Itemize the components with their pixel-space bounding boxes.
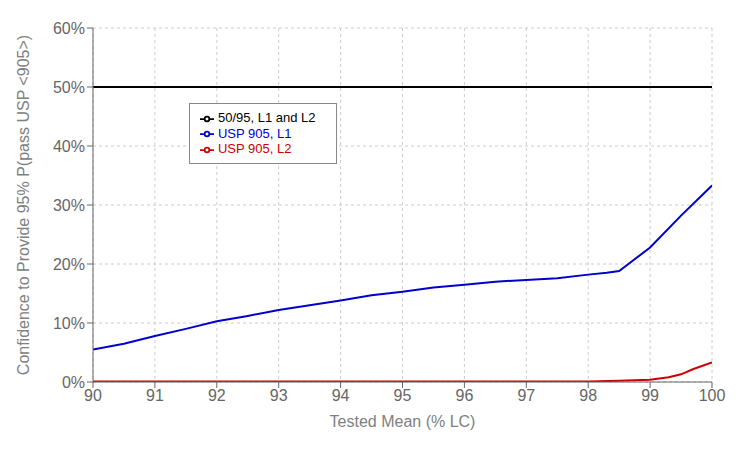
svg-text:60%: 60% <box>53 20 85 37</box>
svg-text:99: 99 <box>641 387 659 404</box>
svg-text:Confidence to Provide 95% P(pa: Confidence to Provide 95% P(pass USP <90… <box>15 35 32 375</box>
svg-text:91: 91 <box>146 387 164 404</box>
svg-text:40%: 40% <box>53 138 85 155</box>
svg-text:50%: 50% <box>53 79 85 96</box>
svg-text:30%: 30% <box>53 197 85 214</box>
svg-text:98: 98 <box>579 387 597 404</box>
svg-text:95: 95 <box>394 387 412 404</box>
svg-text:Tested Mean (% LC): Tested Mean (% LC) <box>330 413 476 430</box>
svg-text:0%: 0% <box>62 374 85 391</box>
html-text:USP 905, L1: USP 905, L1 <box>217 125 292 141</box>
svg-text:10%: 10% <box>53 315 85 332</box>
svg-text:96: 96 <box>456 387 474 404</box>
svg-text:94: 94 <box>332 387 350 404</box>
html-text:USP 905, L2: USP 905, L2 <box>217 141 292 157</box>
svg-text:100: 100 <box>699 387 726 404</box>
svg-text:92: 92 <box>208 387 226 404</box>
html-text:50/95, L1 and L2: 50/95, L1 and L2 <box>217 110 316 125</box>
svg-text:20%: 20% <box>53 256 85 273</box>
svg-text:97: 97 <box>517 387 535 404</box>
svg-text:93: 93 <box>270 387 288 404</box>
svg-text:90: 90 <box>84 387 102 404</box>
